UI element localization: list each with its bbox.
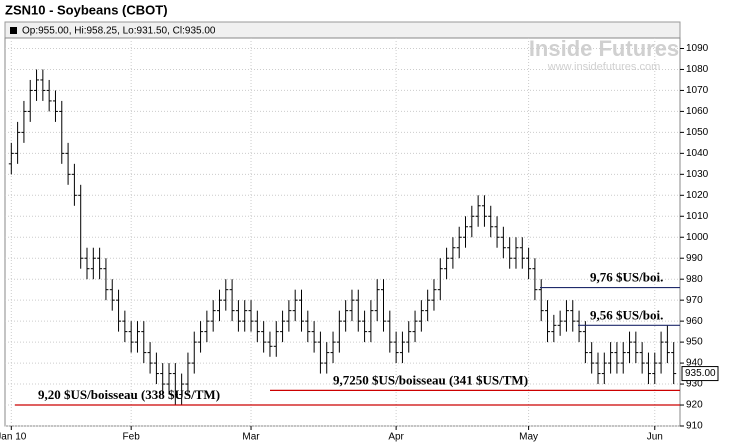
- y-tick-label: 1000: [686, 232, 709, 243]
- x-tick-label: Mar: [242, 432, 260, 443]
- x-tick-label: May: [519, 432, 538, 443]
- watermark-url: www.insidefutures.com: [547, 61, 661, 73]
- header-icon: [10, 27, 17, 34]
- x-tick-label: Apr: [388, 432, 404, 443]
- y-tick-label: 990: [686, 253, 703, 264]
- y-tick-label: 1020: [686, 190, 709, 201]
- y-tick-label: 1030: [686, 169, 709, 180]
- annotation-label: 9,56 $US/boi.: [590, 307, 663, 322]
- y-tick-label: 1010: [686, 211, 709, 222]
- last-price-box: [681, 366, 719, 382]
- y-tick-label: 1060: [686, 106, 709, 117]
- y-tick-label: 1040: [686, 148, 709, 159]
- annotation-label: 9,76 $US/boi.: [590, 270, 663, 285]
- y-tick-label: 970: [686, 295, 703, 306]
- y-tick-label: 1070: [686, 85, 709, 96]
- x-tick-label: Jan 10: [0, 432, 27, 443]
- x-tick-label: Feb: [123, 432, 141, 443]
- header-text: Op:955.00, Hi:958.25, Lo:931.50, Cl:935.…: [22, 26, 216, 37]
- annotation-label: 9,20 $US/boisseau (338 $US/TM): [38, 387, 220, 402]
- y-tick-label: 1080: [686, 64, 709, 75]
- watermark: Inside Futures: [529, 36, 679, 61]
- plot-frame: [4, 37, 681, 427]
- y-tick-label: 910: [686, 421, 703, 432]
- y-tick-label: 980: [686, 274, 703, 285]
- y-tick-label: 960: [686, 316, 703, 327]
- y-tick-label: 920: [686, 400, 703, 411]
- chart-title: ZSN10 - Soybeans (CBOT): [5, 2, 168, 17]
- annotation-label: 9,7250 $US/boisseau (341 $US/TM): [333, 372, 528, 387]
- y-tick-label: 1050: [686, 127, 709, 138]
- y-tick-label: 950: [686, 337, 703, 348]
- last-price-label: 935.00: [685, 368, 716, 379]
- y-tick-label: 1090: [686, 43, 709, 54]
- x-tick-label: Jun: [647, 432, 663, 443]
- y-tick-label: 940: [686, 358, 703, 369]
- y-tick-label: 930: [686, 379, 703, 390]
